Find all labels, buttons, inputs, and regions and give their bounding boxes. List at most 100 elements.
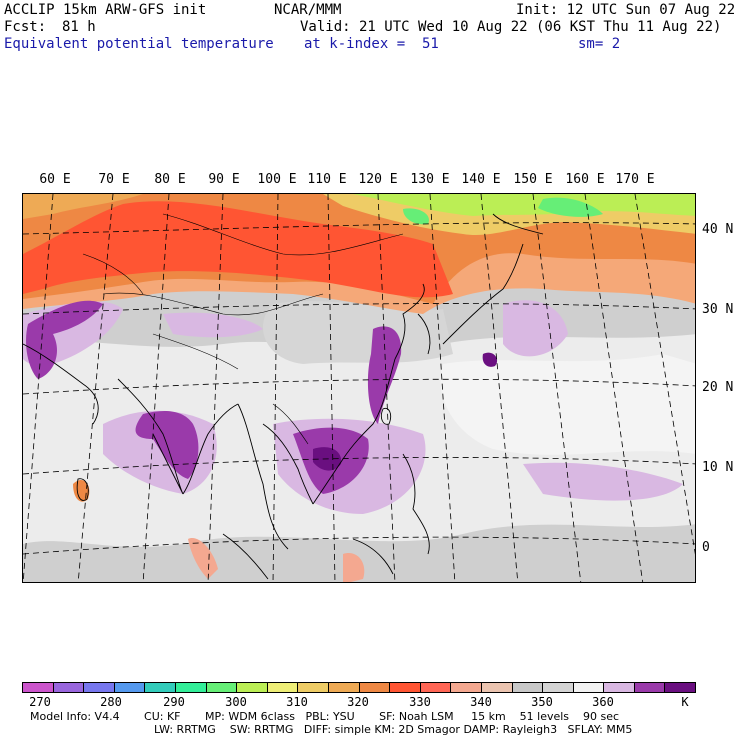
meridian-150e <box>532 194 582 582</box>
colorbar-swatch <box>145 683 176 692</box>
field-name: Equivalent potential temperature <box>4 36 274 52</box>
colorbar-swatch <box>298 683 329 692</box>
field-290 <box>538 197 603 217</box>
meridian-80e <box>142 194 170 582</box>
field-340-borneo <box>343 553 365 582</box>
colorbar-swatch <box>328 683 360 692</box>
border-laos <box>272 403 309 445</box>
lat-label: 20 N <box>702 380 734 395</box>
meridian-170e <box>634 194 695 555</box>
parallel-0 <box>23 536 695 555</box>
coastline-borneo <box>352 538 394 575</box>
colorbar-swatch <box>53 683 85 692</box>
map-panel <box>22 193 696 583</box>
colorbar-swatch <box>23 683 54 692</box>
coastline-sumatra <box>222 533 269 580</box>
colorbar-label: 340 <box>470 695 492 709</box>
colorbar-swatch <box>175 683 207 692</box>
field-370-arabia <box>26 300 103 379</box>
field-330 <box>23 201 453 298</box>
colorbar-swatch <box>84 683 115 692</box>
lon-label: 140 E <box>461 172 501 187</box>
colorbar-swatch <box>543 683 574 692</box>
borders <box>82 213 404 445</box>
colorbar-swatch <box>512 683 544 692</box>
lon-label: 120 E <box>358 172 398 187</box>
smoothing-info: sm= 2 <box>578 36 621 52</box>
coastline-eastchina <box>394 283 425 360</box>
footer-line-1: Model Info: V4.4 CU: KF MP: WDM 6class P… <box>30 710 620 723</box>
colorbar-label: 300 <box>225 695 247 709</box>
forecast-label: Fcst: <box>4 19 47 35</box>
colorbar-swatch <box>390 683 421 692</box>
field-300 <box>353 194 695 216</box>
colorbar-swatch <box>237 683 268 692</box>
forecast-hour: 81 h <box>62 19 96 35</box>
coastline-sakhalin <box>492 213 544 235</box>
lat-label: 40 N <box>702 222 734 237</box>
field-350 <box>263 301 453 364</box>
coastline-india-west <box>117 378 184 495</box>
meridian-120e <box>377 194 396 582</box>
coastline-burma <box>237 403 289 550</box>
coastline-japan <box>442 243 524 345</box>
field-290-patch <box>403 208 429 225</box>
lon-label: 170 E <box>615 172 655 187</box>
colorbar-label: 290 <box>163 695 185 709</box>
colorbar-label: 330 <box>409 695 431 709</box>
field-360 <box>440 354 695 455</box>
meridian-60e <box>23 194 54 582</box>
colorbar-label: 360 <box>592 695 614 709</box>
colorbar-swatch <box>634 683 666 692</box>
parallel-30n <box>23 303 695 315</box>
meridian-110e <box>327 194 336 582</box>
coastline-southchina <box>312 358 396 505</box>
meridian-160e <box>584 194 644 582</box>
meridian-100e <box>272 194 279 582</box>
field-365-pacific <box>503 300 568 357</box>
border-himalaya <box>152 333 239 370</box>
coastline-arabia <box>23 343 99 425</box>
init-time: Init: 12 UTC Sun 07 Aug 22 <box>516 2 736 18</box>
model-title: ACCLIP 15km ARW-GFS init <box>4 2 207 18</box>
field-365-tibet <box>163 312 263 338</box>
colorbar-unit: K <box>681 695 689 709</box>
lon-label: 70 E <box>98 172 130 187</box>
lon-label: 150 E <box>513 172 553 187</box>
border-centralasia <box>82 253 144 295</box>
field-320-northwest <box>23 194 143 219</box>
coastline-india-east <box>182 403 239 495</box>
lon-label: 90 E <box>208 172 240 187</box>
colorbar-swatch <box>267 683 299 692</box>
parallel-20n <box>23 378 695 395</box>
field-370-eastchina <box>367 326 402 424</box>
field-340-sumatra <box>188 538 218 579</box>
coastline-srilanka <box>76 478 89 501</box>
lat-label: 0 <box>702 540 710 555</box>
colorbar-swatch <box>481 683 513 692</box>
lat-label: 10 N <box>702 460 734 475</box>
colorbar-label: 350 <box>531 695 553 709</box>
lon-label: 160 E <box>565 172 605 187</box>
coastlines <box>23 213 544 580</box>
colorbar-label: 320 <box>347 695 369 709</box>
meridian-140e <box>480 194 519 582</box>
coastline-korea <box>417 313 431 355</box>
lat-label: 30 N <box>702 302 734 317</box>
colorbar-swatch <box>451 683 482 692</box>
colorbar-swatch <box>573 683 605 692</box>
graticule <box>23 194 695 582</box>
border-mongolia <box>162 213 404 256</box>
meridian-70e <box>77 194 114 582</box>
equivalent-potential-temperature-map <box>23 194 695 582</box>
lon-label: 110 E <box>307 172 347 187</box>
field-380-patch <box>482 352 498 367</box>
colorbar-label: 270 <box>29 695 51 709</box>
coastline-philippines <box>402 453 430 555</box>
colorbar-label: 310 <box>286 695 308 709</box>
meridian-90e <box>207 194 224 582</box>
colorbar-label: 280 <box>100 695 122 709</box>
colorbar <box>22 682 696 693</box>
level-info: at k-index = 51 <box>304 36 439 52</box>
colorbar-swatch <box>114 683 146 692</box>
